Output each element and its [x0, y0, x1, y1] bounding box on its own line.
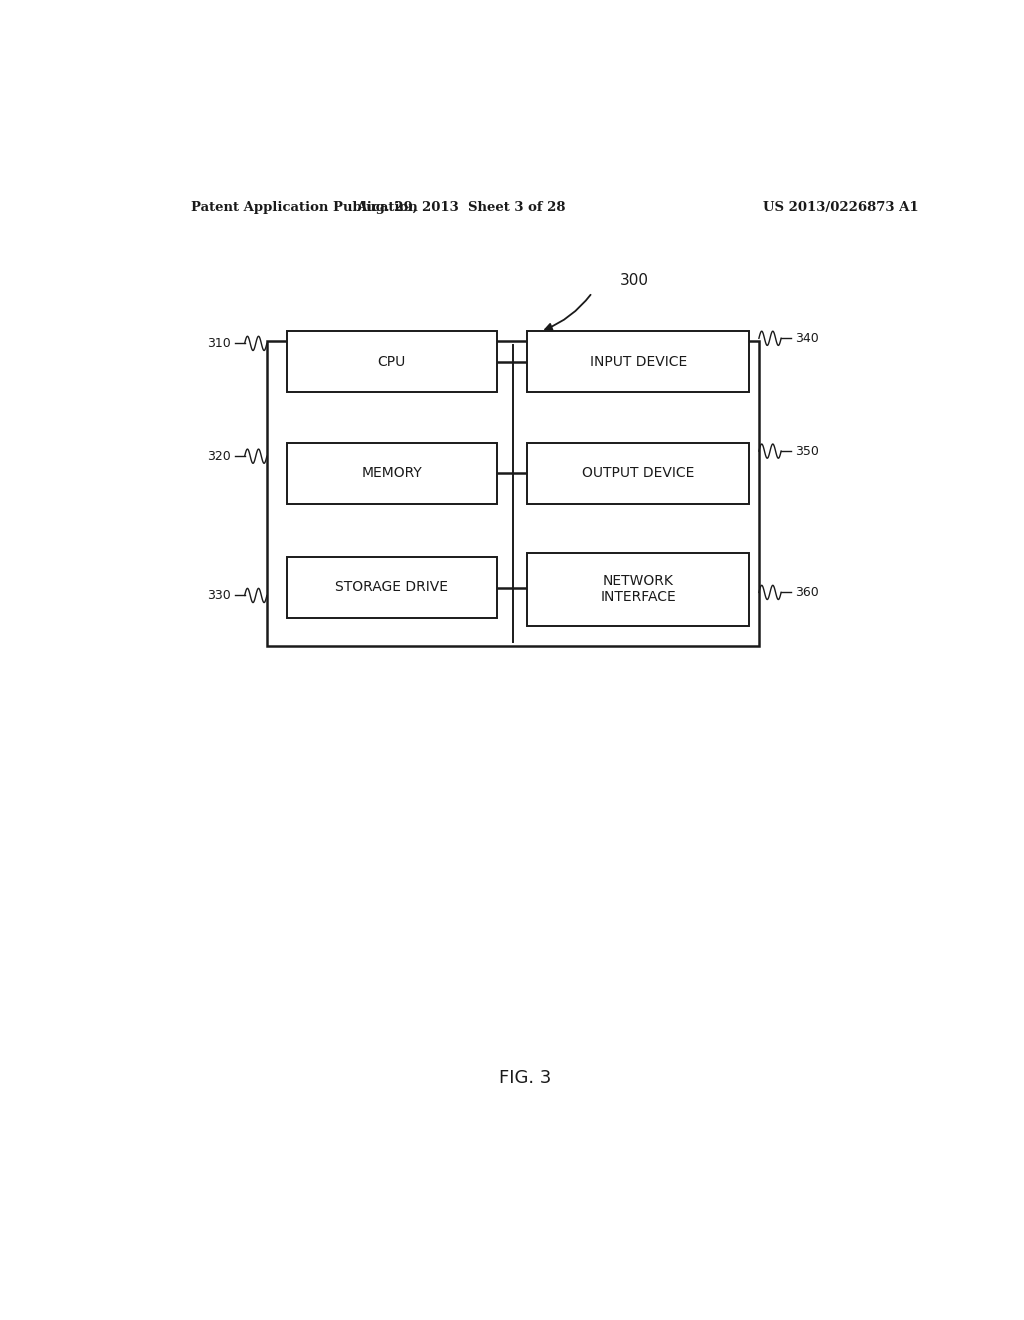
Text: Aug. 29, 2013  Sheet 3 of 28: Aug. 29, 2013 Sheet 3 of 28: [356, 201, 566, 214]
Text: FIG. 3: FIG. 3: [499, 1069, 551, 1088]
Text: US 2013/0226873 A1: US 2013/0226873 A1: [763, 201, 919, 214]
Text: STORAGE DRIVE: STORAGE DRIVE: [336, 581, 449, 594]
Bar: [527, 553, 750, 626]
Text: CPU: CPU: [378, 355, 406, 368]
Text: 350: 350: [795, 445, 818, 458]
Text: 320: 320: [208, 450, 231, 463]
Bar: [287, 331, 497, 392]
Bar: [287, 444, 497, 504]
Text: MEMORY: MEMORY: [361, 466, 422, 480]
Text: OUTPUT DEVICE: OUTPUT DEVICE: [582, 466, 694, 480]
Text: 340: 340: [795, 331, 818, 345]
Text: 310: 310: [208, 337, 231, 350]
Text: INPUT DEVICE: INPUT DEVICE: [590, 355, 687, 368]
Text: NETWORK
INTERFACE: NETWORK INTERFACE: [600, 574, 676, 605]
Text: Patent Application Publication: Patent Application Publication: [191, 201, 418, 214]
Bar: [527, 331, 750, 392]
Text: 360: 360: [795, 586, 818, 599]
Bar: [267, 342, 759, 647]
Text: 330: 330: [208, 589, 231, 602]
Bar: [527, 444, 750, 504]
Text: 300: 300: [620, 273, 649, 288]
Bar: [287, 557, 497, 618]
